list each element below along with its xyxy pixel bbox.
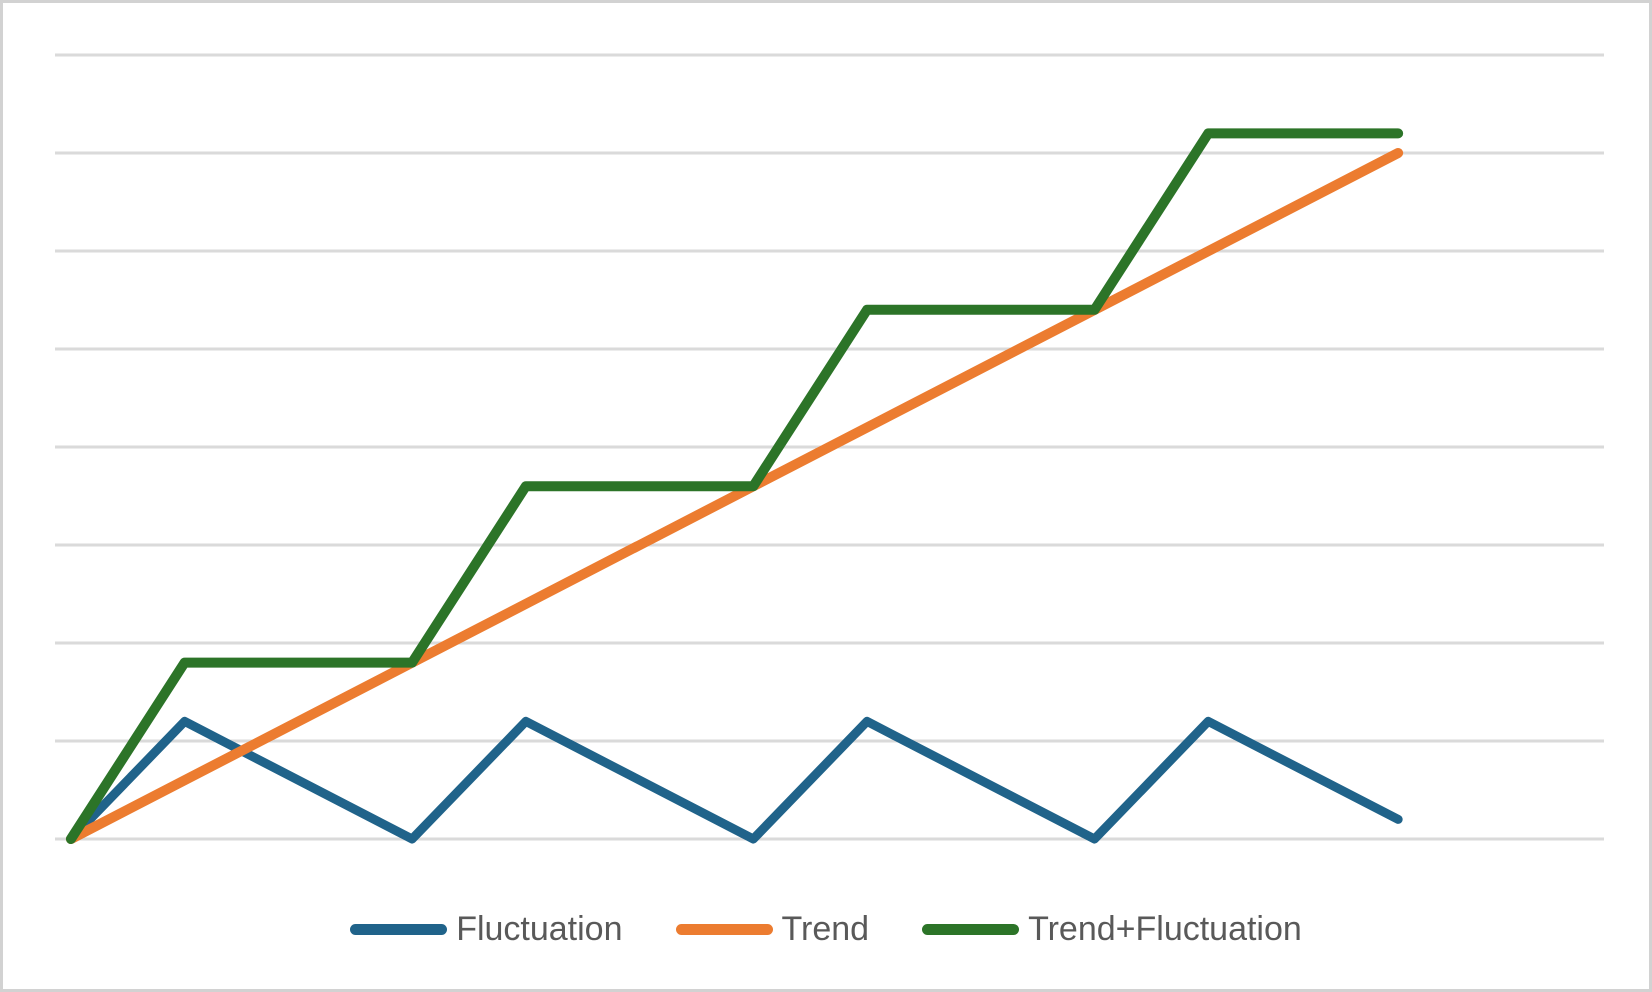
series-line-trend-fluctuation[interactable] xyxy=(65,128,1404,844)
legend-label-trend-plus-fluctuation: Trend+Fluctuation xyxy=(1028,910,1302,948)
chart-legend: Fluctuation Trend Trend+Fluctuation xyxy=(3,901,1649,957)
series-line-fluctuation[interactable] xyxy=(66,716,1403,844)
legend-item-trend-plus-fluctuation[interactable]: Trend+Fluctuation xyxy=(922,912,1302,946)
legend-item-fluctuation[interactable]: Fluctuation xyxy=(350,910,623,948)
legend-marker-fluctuation xyxy=(350,923,448,935)
series-line-trend[interactable] xyxy=(65,148,1404,844)
legend-marker-trend xyxy=(675,923,773,935)
legend-item-trend[interactable]: Trend xyxy=(675,910,870,948)
legend-label-fluctuation: Fluctuation xyxy=(456,910,623,948)
line-chart-plot-area xyxy=(55,53,1604,844)
legend-marker-trend-plus-fluctuation xyxy=(922,923,1020,935)
legend-label-trend: Trend xyxy=(781,910,870,948)
